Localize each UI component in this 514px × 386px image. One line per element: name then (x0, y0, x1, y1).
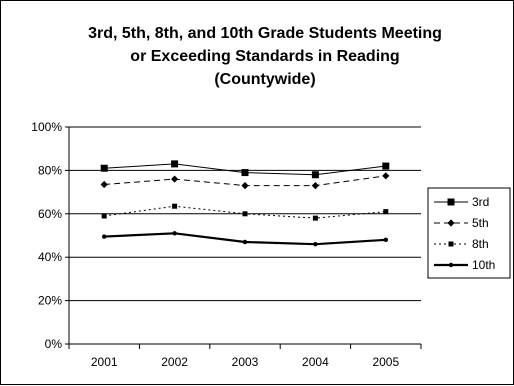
data-point-3rd (241, 169, 249, 177)
data-point-8th (242, 211, 248, 217)
x-tick-label: 2005 (372, 355, 399, 369)
data-point-10th (313, 241, 318, 247)
x-tick-label: 2003 (232, 355, 259, 369)
x-tick-label: 2004 (302, 355, 329, 369)
y-tick-label: 100% (31, 120, 62, 134)
y-tick-label: 40% (38, 250, 62, 264)
chart-title-line-2: or Exceeding Standards in Reading (130, 48, 399, 65)
legend-label-3rd: 3rd (472, 195, 489, 209)
chart-title-line-3: (Countywide) (214, 71, 315, 88)
data-point-5th (171, 175, 179, 183)
x-tick-label: 2002 (161, 355, 188, 369)
data-point-8th (383, 209, 389, 215)
legend-marker-10th (448, 262, 454, 268)
data-point-3rd (311, 171, 319, 179)
data-point-10th (383, 237, 388, 243)
axes (68, 127, 421, 345)
data-point-8th (312, 215, 318, 221)
chart-title: 3rd, 5th, 8th, and 10th Grade Students M… (88, 25, 442, 88)
x-axis-ticks: 2001 2002 2003 2004 2005 (68, 344, 422, 369)
data-point-10th (102, 234, 107, 239)
data-point-10th (172, 231, 177, 236)
legend-label-10th: 10th (472, 258, 495, 272)
data-point-5th (241, 181, 249, 190)
data-point-3rd (382, 162, 390, 170)
legend-marker-3rd (447, 198, 455, 206)
data-point-3rd (100, 164, 108, 172)
y-tick-label: 0% (45, 337, 63, 351)
legend-marker-5th (447, 219, 455, 227)
legend-box (427, 187, 511, 279)
y-tick-label: 80% (38, 163, 62, 177)
data-point-5th (100, 180, 108, 189)
legend-label-8th: 8th (472, 237, 489, 251)
y-tick-label: 20% (38, 294, 62, 308)
legend-marker-8th (448, 241, 454, 247)
data-point-10th (242, 239, 248, 245)
y-axis-ticks: 0% 20% 40% 60% 80% 100% (31, 120, 69, 351)
data-point-5th (382, 172, 390, 180)
data-point-8th (172, 203, 178, 209)
data-point-8th (101, 213, 107, 219)
series-lines (100, 160, 390, 247)
data-point-3rd (171, 160, 179, 168)
chart-title-line-1: 3rd, 5th, 8th, and 10th Grade Students M… (88, 25, 442, 42)
y-tick-label: 60% (38, 207, 62, 221)
x-tick-label: 2001 (91, 355, 118, 369)
data-point-5th (311, 181, 319, 190)
legend-label-5th: 5th (472, 216, 489, 230)
legend: 3rd 5th 8th 10th (427, 187, 511, 279)
